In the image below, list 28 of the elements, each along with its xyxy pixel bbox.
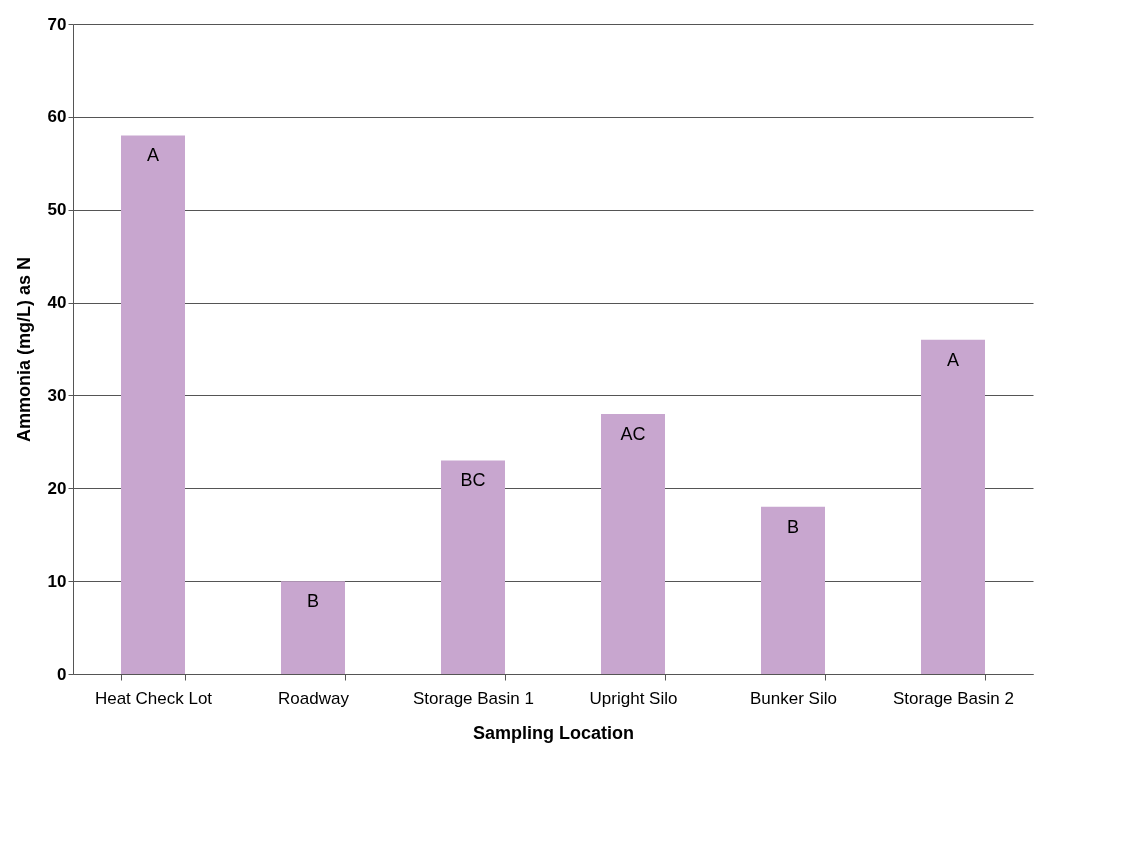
data-label: A <box>946 349 960 370</box>
y-axis-title: Ammonia (mg/L) as N <box>13 256 34 443</box>
x-tick-label: Heat Check Lot <box>94 688 213 708</box>
data-label: BC <box>460 470 486 491</box>
data-label: AC <box>620 424 646 444</box>
y-tick-label: 20 <box>47 478 67 498</box>
bar <box>281 581 345 674</box>
y-tick-label: 40 <box>47 293 67 313</box>
x-tick-label: Roadway <box>278 688 350 708</box>
y-tick-label: 70 <box>47 14 67 34</box>
y-tick-label: 60 <box>47 107 67 127</box>
x-tick-label: Storage Basin 2 <box>893 688 1014 708</box>
x-axis-title: Sampling Location <box>472 722 635 743</box>
bar <box>441 460 505 674</box>
bar <box>761 506 825 674</box>
data-label: A <box>146 145 160 166</box>
data-label: B <box>306 591 320 612</box>
data-label: B <box>786 516 800 537</box>
y-tick-label: 10 <box>47 571 67 591</box>
y-tick-label: 50 <box>47 200 67 220</box>
y-tick-label: 0 <box>57 664 67 684</box>
x-tick-label: Bunker Silo <box>750 688 837 708</box>
bar <box>921 339 985 674</box>
bar <box>601 414 665 674</box>
y-tick-label: 30 <box>47 385 67 405</box>
x-tick-label: Storage Basin 1 <box>413 688 534 708</box>
x-tick-label: Upright Silo <box>589 688 678 708</box>
bar <box>121 135 185 674</box>
